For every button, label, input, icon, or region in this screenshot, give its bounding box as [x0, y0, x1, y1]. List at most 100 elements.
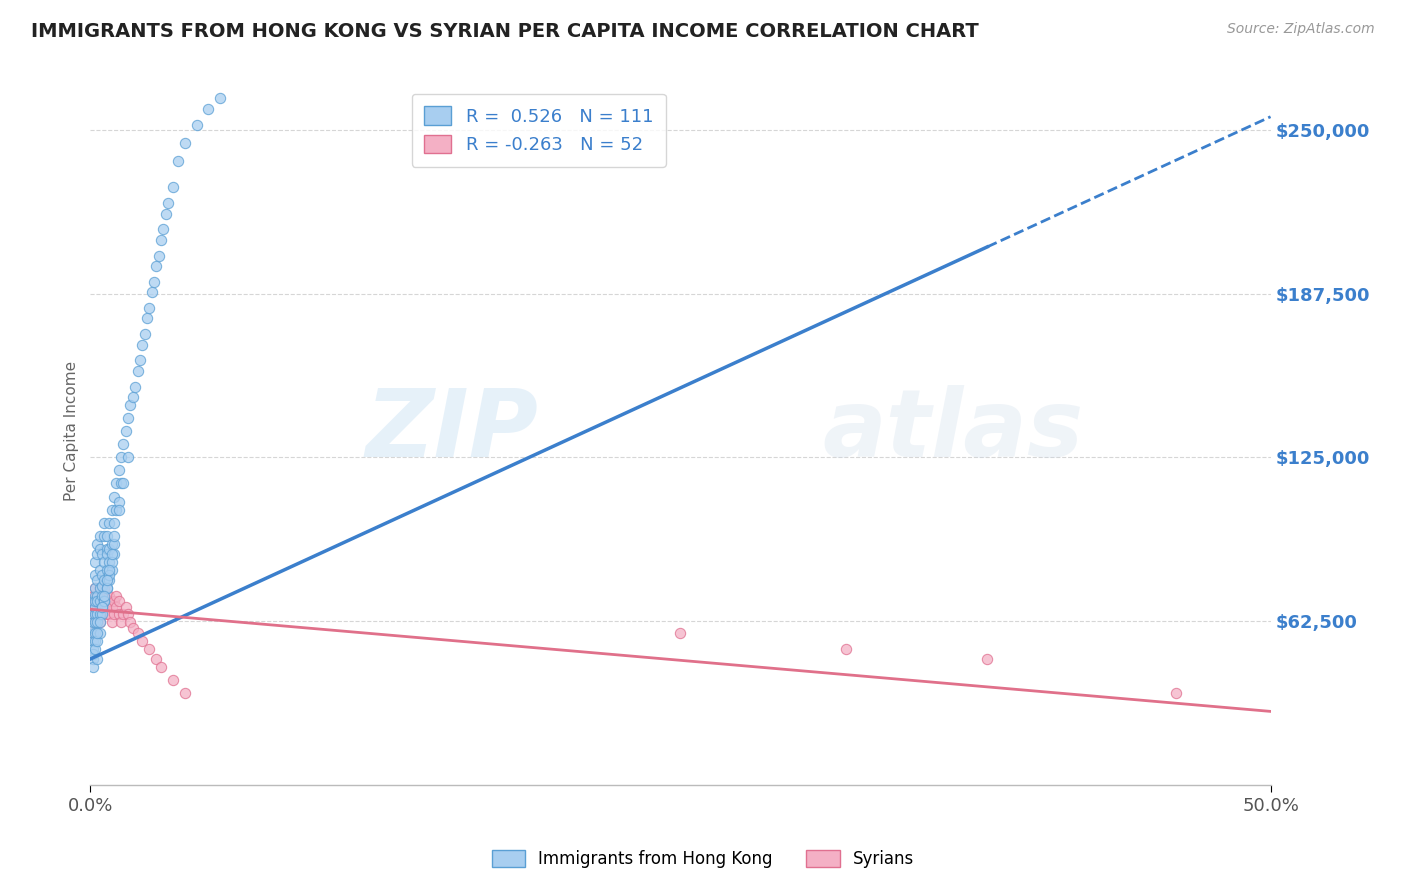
Point — [84, 625, 107, 640]
Point — [86, 574, 108, 588]
Point — [103, 516, 125, 530]
Point — [84, 615, 107, 630]
Point — [186, 118, 208, 132]
Point — [84, 582, 107, 596]
Point — [98, 568, 121, 582]
Point — [93, 529, 115, 543]
Point — [84, 594, 107, 608]
Point — [96, 529, 118, 543]
Point — [136, 311, 159, 326]
Point — [105, 502, 128, 516]
Point — [82, 625, 104, 640]
Point — [107, 502, 129, 516]
Point — [86, 615, 108, 630]
Point — [91, 607, 114, 622]
Point — [82, 633, 104, 648]
Point — [91, 607, 114, 622]
Point — [82, 647, 104, 661]
Point — [84, 607, 107, 622]
Point — [84, 599, 107, 614]
Point — [134, 327, 156, 342]
Point — [82, 621, 104, 635]
Point — [86, 537, 108, 551]
Point — [86, 607, 108, 622]
Point — [121, 390, 143, 404]
Point — [91, 568, 114, 582]
Point — [93, 574, 115, 588]
Point — [112, 476, 135, 491]
Text: atlas: atlas — [823, 385, 1083, 477]
Point — [91, 547, 114, 561]
Point — [103, 594, 125, 608]
Point — [152, 222, 174, 236]
Point — [86, 652, 108, 666]
Point — [155, 207, 177, 221]
Point — [162, 180, 184, 194]
Point — [82, 615, 104, 630]
Point — [173, 686, 195, 700]
Point — [96, 582, 118, 596]
Point — [127, 625, 149, 640]
Point — [82, 641, 104, 656]
Point — [150, 233, 173, 247]
Point — [107, 607, 129, 622]
Point — [82, 660, 104, 674]
Point — [145, 652, 167, 666]
Point — [110, 615, 132, 630]
Text: IMMIGRANTS FROM HONG KONG VS SYRIAN PER CAPITA INCOME CORRELATION CHART: IMMIGRANTS FROM HONG KONG VS SYRIAN PER … — [31, 22, 979, 41]
Point — [100, 615, 122, 630]
Point — [84, 555, 107, 569]
Point — [103, 490, 125, 504]
Point — [86, 547, 108, 561]
Point — [96, 547, 118, 561]
Point — [82, 607, 104, 622]
Point — [82, 625, 104, 640]
Point — [117, 450, 139, 465]
Point — [173, 136, 195, 150]
Point — [145, 259, 167, 273]
Point — [100, 547, 122, 561]
Point — [86, 589, 108, 603]
Point — [128, 353, 150, 368]
Point — [89, 582, 111, 596]
Point — [100, 502, 122, 516]
Point — [86, 625, 108, 640]
Point — [98, 574, 121, 588]
Point — [112, 437, 135, 451]
Point — [143, 275, 166, 289]
Point — [138, 641, 160, 656]
Point — [100, 537, 122, 551]
Point — [103, 537, 125, 551]
Point — [120, 398, 142, 412]
Point — [89, 615, 111, 630]
Point — [91, 589, 114, 603]
Point — [98, 589, 121, 603]
Point — [157, 196, 180, 211]
Point — [117, 411, 139, 425]
Point — [103, 547, 125, 561]
Point — [127, 364, 149, 378]
Point — [114, 424, 136, 438]
Point — [89, 625, 111, 640]
Point — [84, 589, 107, 603]
Point — [98, 563, 121, 577]
Point — [82, 589, 104, 603]
Point — [209, 91, 232, 105]
Point — [98, 594, 121, 608]
Point — [96, 607, 118, 622]
Point — [91, 589, 114, 603]
Point — [89, 563, 111, 577]
Legend: R =  0.526   N = 111, R = -0.263   N = 52: R = 0.526 N = 111, R = -0.263 N = 52 — [412, 94, 666, 167]
Point — [84, 594, 107, 608]
Point — [96, 582, 118, 596]
Point — [98, 516, 121, 530]
Point — [103, 607, 125, 622]
Point — [834, 641, 856, 656]
Point — [84, 641, 107, 656]
Point — [121, 621, 143, 635]
Point — [86, 599, 108, 614]
Point — [141, 285, 163, 300]
Point — [103, 529, 125, 543]
Point — [82, 599, 104, 614]
Point — [84, 582, 107, 596]
